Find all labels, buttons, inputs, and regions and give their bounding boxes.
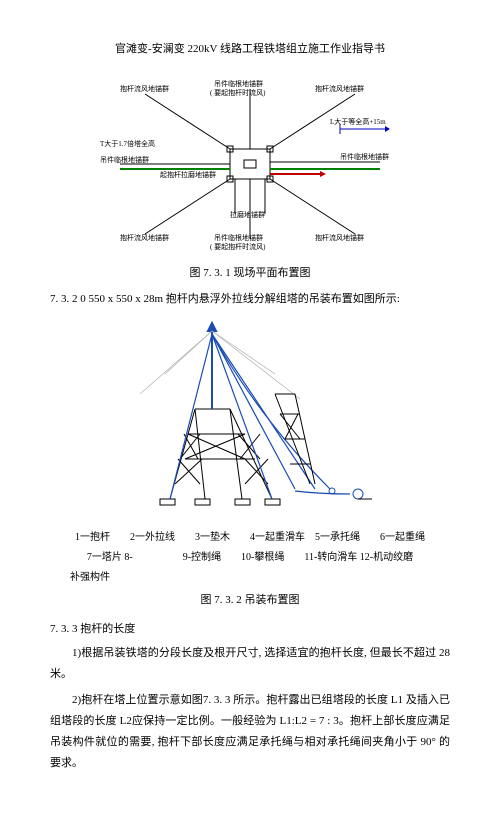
section-733-p2: 2)抱杆在塔上位置示意如图7. 3. 3 所示。抱杆露出已组塔段的长度 L1 及… <box>50 690 450 774</box>
label-tc1: 吊件临根地锚群 <box>214 79 263 88</box>
legend-row-1: 1一抱杆 2一外拉线 3一垫木 4一起重滑车 5一承托绳 6一起重绳 <box>50 529 450 546</box>
section-732-intro: 7. 3. 2 0 550 x 550 x 28m 抱杆内悬浮外拉线分解组塔的吊… <box>50 290 450 309</box>
section-733-title: 7. 3. 3 抱杆的长度 <box>50 620 450 639</box>
label-rm: 吊件临根地锚群 <box>340 152 389 161</box>
label-ln: T大于1.7倍塔全高 <box>100 139 155 148</box>
page-title: 官滩变-安澜变 220kV 线路工程铁塔组立施工作业指导书 <box>50 40 450 59</box>
label-tr: 抱杆流风地锚群 <box>315 84 364 93</box>
label-lm: 吊件临根地锚群 <box>100 155 149 164</box>
label-bm2: ( 要起抱杆时流风) <box>210 242 266 251</box>
legend-row-2: 7一塔片 8- 9-控制绳 10-攀根绳 11-转向滑车 12-机动绞磨 <box>50 549 450 566</box>
section-733-p1: 1)根据吊装铁塔的分段长度及根开尺寸, 选择适宜的抱杆长度, 但最长不超过 28… <box>50 643 450 685</box>
legend-row-3: 补强构件 <box>70 569 450 586</box>
figure-2-container <box>50 319 450 519</box>
label-cn: 起抱杆拉磨地锚群 <box>160 170 216 179</box>
label-br: 抱杆流风地锚群 <box>315 233 364 242</box>
figure-2-caption: 图 7. 3. 2 吊装布置图 <box>50 591 450 610</box>
figure-1-svg: 抱杆流风地锚群 吊件临根地锚群 ( 要起抱杆时流风) 抱杆流风地锚群 L大于等全… <box>90 74 410 254</box>
label-tc2: ( 要起抱杆时流风) <box>210 88 266 97</box>
label-rn: L大于等全高+15m <box>330 117 386 126</box>
figure-2-svg <box>100 319 400 519</box>
figure-1-caption: 图 7. 3. 1 现场平面布置图 <box>50 264 450 283</box>
label-bm1: 吊件临根地锚群 <box>214 233 263 242</box>
figure-1-container: 抱杆流风地锚群 吊件临根地锚群 ( 要起抱杆时流风) 抱杆流风地锚群 L大于等全… <box>50 74 450 254</box>
label-bc: 拉磨地锚群 <box>230 210 265 219</box>
label-bl: 抱杆流风地锚群 <box>120 233 169 242</box>
label-tl: 抱杆流风地锚群 <box>120 84 169 93</box>
